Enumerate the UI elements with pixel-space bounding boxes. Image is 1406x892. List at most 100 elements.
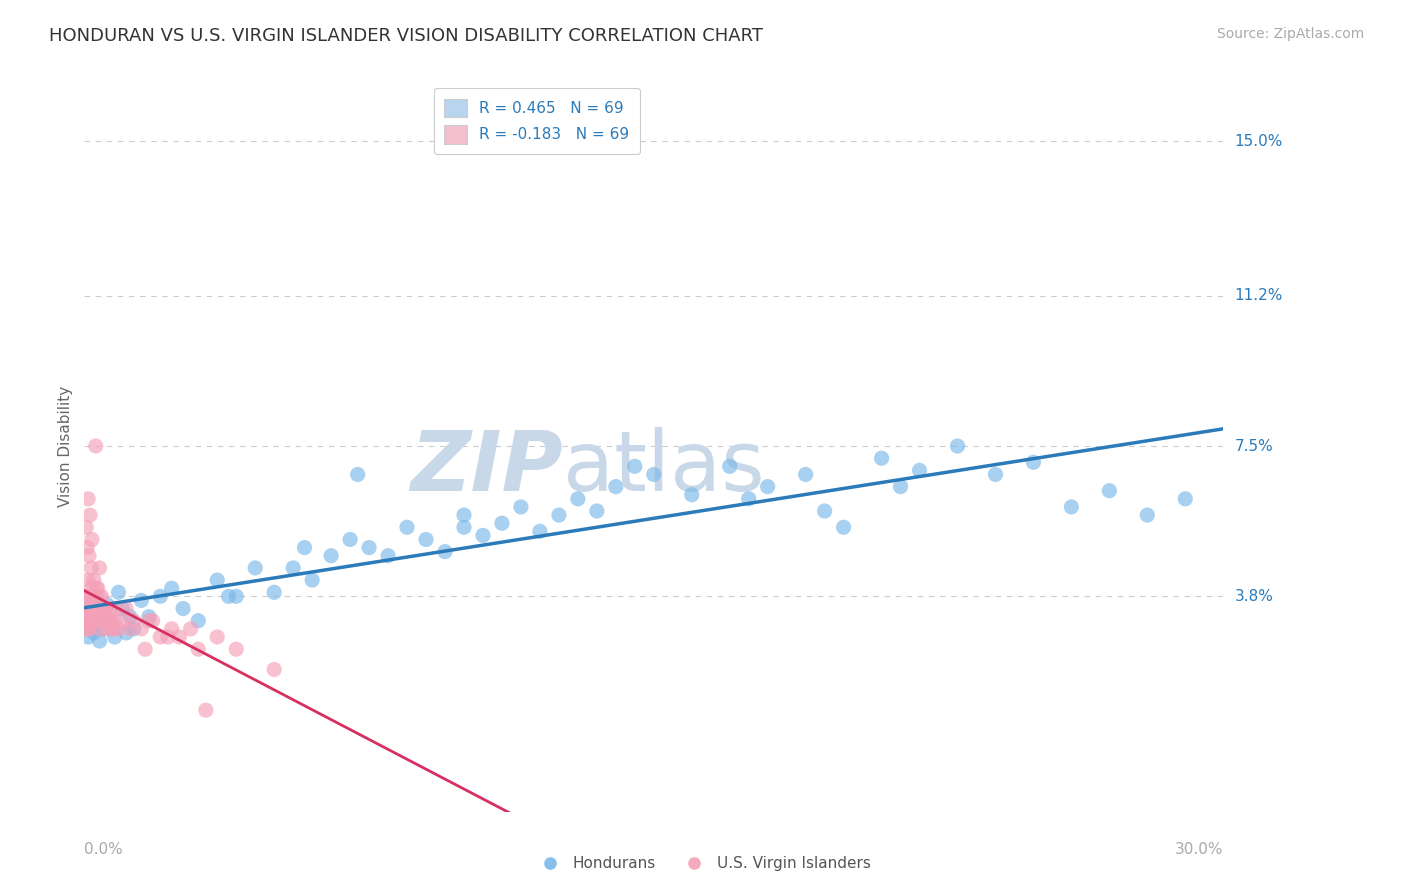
Point <box>263 585 285 599</box>
Point <box>80 581 103 595</box>
Point <box>491 516 513 531</box>
Point <box>80 622 103 636</box>
Text: Source: ZipAtlas.com: Source: ZipAtlas.com <box>1216 27 1364 41</box>
Point <box>149 630 172 644</box>
Point <box>76 601 98 615</box>
Point <box>1022 455 1045 469</box>
Point <box>79 614 101 628</box>
Point <box>339 533 361 547</box>
Point <box>83 626 105 640</box>
Point <box>118 609 141 624</box>
Text: 30.0%: 30.0% <box>1175 842 1223 857</box>
Point <box>738 491 761 506</box>
Point <box>79 601 101 615</box>
Point <box>84 601 107 615</box>
Point <box>194 703 217 717</box>
Point <box>75 622 97 636</box>
Legend: R = 0.465   N = 69, R = -0.183   N = 69: R = 0.465 N = 69, R = -0.183 N = 69 <box>433 88 640 154</box>
Point <box>180 622 202 636</box>
Point <box>96 622 118 636</box>
Point <box>87 601 110 615</box>
Point <box>160 622 183 636</box>
Point <box>77 549 100 563</box>
Point <box>89 622 111 636</box>
Point <box>89 590 111 604</box>
Point <box>79 508 101 522</box>
Point <box>138 614 160 628</box>
Point <box>80 614 103 628</box>
Point <box>118 622 141 636</box>
Point <box>586 504 609 518</box>
Point <box>90 590 112 604</box>
Point <box>169 630 191 644</box>
Point <box>84 590 107 604</box>
Point <box>814 504 837 518</box>
Point <box>86 617 108 632</box>
Point <box>122 614 145 628</box>
Point <box>76 590 98 604</box>
Point <box>89 561 111 575</box>
Point <box>115 601 138 615</box>
Point <box>83 590 105 604</box>
Point <box>101 622 124 636</box>
Point <box>1174 491 1197 506</box>
Point <box>80 561 103 575</box>
Point <box>105 601 128 615</box>
Point <box>605 480 627 494</box>
Point <box>75 520 97 534</box>
Point <box>77 622 100 636</box>
Point <box>415 533 437 547</box>
Point <box>567 491 589 506</box>
Point <box>529 524 551 539</box>
Point <box>86 581 108 595</box>
Text: 3.8%: 3.8% <box>1234 589 1274 604</box>
Point <box>294 541 316 555</box>
Point <box>79 601 101 615</box>
Point <box>321 549 343 563</box>
Point <box>453 520 475 534</box>
Point <box>89 634 111 648</box>
Text: HONDURAN VS U.S. VIRGIN ISLANDER VISION DISABILITY CORRELATION CHART: HONDURAN VS U.S. VIRGIN ISLANDER VISION … <box>49 27 763 45</box>
Point <box>77 573 100 587</box>
Point <box>84 614 107 628</box>
Point <box>138 609 160 624</box>
Point <box>187 614 209 628</box>
Point <box>75 601 97 615</box>
Point <box>96 598 118 612</box>
Point <box>149 590 172 604</box>
Point <box>346 467 368 482</box>
Point <box>75 614 97 628</box>
Point <box>90 606 112 620</box>
Point <box>104 630 127 644</box>
Point <box>756 480 779 494</box>
Point <box>207 573 229 587</box>
Point <box>98 614 121 628</box>
Text: 0.0%: 0.0% <box>84 842 124 857</box>
Point <box>156 630 179 644</box>
Text: 11.2%: 11.2% <box>1234 288 1282 303</box>
Point <box>263 663 285 677</box>
Point <box>122 622 145 636</box>
Point <box>80 533 103 547</box>
Point <box>1098 483 1121 498</box>
Point <box>94 601 117 615</box>
Text: atlas: atlas <box>562 427 765 508</box>
Point <box>94 601 117 615</box>
Point <box>76 614 98 628</box>
Point <box>79 590 101 604</box>
Point <box>245 561 267 575</box>
Point <box>172 601 194 615</box>
Point <box>77 491 100 506</box>
Point <box>142 614 165 628</box>
Point <box>510 500 533 514</box>
Point <box>129 622 153 636</box>
Point <box>77 601 100 615</box>
Point <box>98 614 121 628</box>
Text: 15.0%: 15.0% <box>1234 134 1282 149</box>
Point <box>225 590 247 604</box>
Point <box>187 642 209 657</box>
Text: 7.5%: 7.5% <box>1234 439 1272 453</box>
Point <box>301 573 323 587</box>
Point <box>115 626 138 640</box>
Point <box>832 520 855 534</box>
